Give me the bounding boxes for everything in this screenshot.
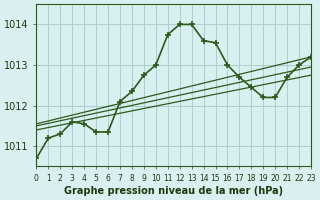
X-axis label: Graphe pression niveau de la mer (hPa): Graphe pression niveau de la mer (hPa) — [64, 186, 283, 196]
